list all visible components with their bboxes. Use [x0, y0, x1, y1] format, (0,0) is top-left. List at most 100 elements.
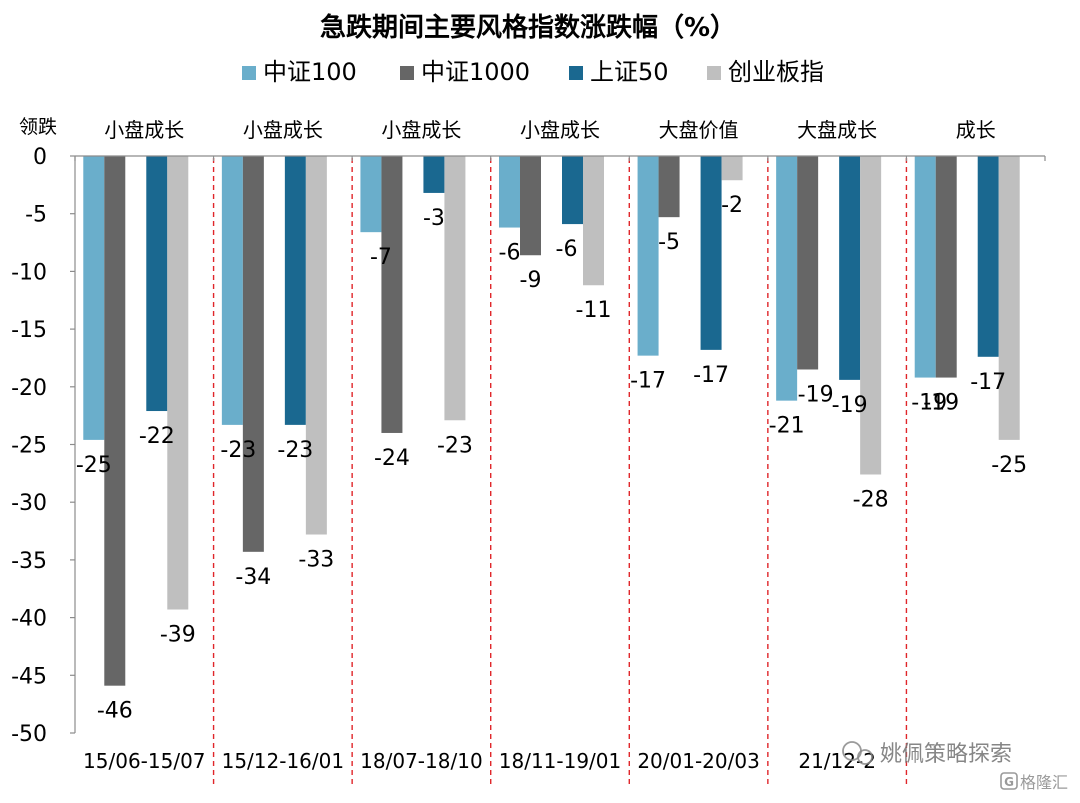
group-leader-label: 成长: [956, 118, 996, 142]
bar: [721, 156, 743, 181]
bar: [83, 156, 105, 440]
data-label: -11: [576, 298, 612, 323]
data-label: -19: [832, 393, 868, 418]
wechat-icon: [842, 741, 873, 765]
data-label: -3: [423, 206, 445, 231]
group-leader-header: 领跌: [19, 116, 57, 138]
bar: [104, 156, 126, 686]
legend-swatch: [242, 66, 256, 80]
x-tick-label: 15/12-16/01: [222, 749, 345, 773]
bar: [284, 156, 306, 425]
legend-label: 中证100: [263, 58, 357, 86]
y-tick-label: -40: [11, 607, 47, 632]
group-separators: [212, 158, 908, 788]
bar: [658, 156, 680, 218]
data-label: -23: [437, 433, 473, 458]
data-label: -6: [499, 241, 521, 266]
x-tick-label: 21/12-2: [798, 749, 876, 773]
bar: [977, 156, 999, 357]
bar: [221, 156, 243, 425]
watermark-account: 姚佩策略探索: [880, 742, 1012, 767]
data-label: -24: [374, 446, 410, 471]
x-tick-label: 18/11-19/01: [499, 749, 622, 773]
x-tick-label: 20/01-20/03: [637, 749, 760, 773]
group-leader-label: 小盘成长: [104, 118, 184, 142]
legend-label: 上证50: [590, 58, 669, 86]
bars: [83, 156, 1020, 686]
watermark-brand: 格隆汇: [1020, 773, 1068, 792]
data-label: -33: [298, 548, 334, 573]
group-leaders: 小盘成长 小盘成长 小盘成长 小盘成长 大盘价值 大盘成长 成长: [104, 118, 995, 142]
bar: [998, 156, 1020, 440]
bar: [797, 156, 819, 370]
legend-swatch: [707, 66, 721, 80]
y-tick-label: -15: [11, 318, 47, 343]
data-label: -25: [76, 453, 112, 478]
data-label: -9: [520, 268, 542, 293]
y-tick-label: -20: [11, 376, 47, 401]
svg-text:G: G: [1004, 775, 1014, 789]
y-tick-label: -35: [11, 549, 47, 574]
data-label: -23: [277, 438, 313, 463]
data-label: -34: [235, 565, 271, 590]
data-label: -19: [911, 391, 947, 416]
bar: [935, 156, 957, 378]
legend: 中证100 中证1000 上证50 创业板指: [242, 58, 824, 86]
bar: [520, 156, 541, 256]
y-tick-label: -45: [11, 664, 47, 689]
watermark: 姚佩策略探索 G 格隆汇: [842, 741, 1068, 792]
legend-swatch: [569, 66, 583, 80]
data-label: -2: [721, 193, 743, 218]
bar: [860, 156, 882, 475]
bar: [360, 156, 382, 233]
data-label: -19: [923, 391, 959, 416]
bar: [776, 156, 798, 401]
y-axis: 0 -5 -10 -15 -20 -25 -30 -35 -40 -45 -50: [11, 145, 76, 747]
data-label: -23: [220, 438, 256, 463]
y-tick-label: -5: [25, 203, 47, 228]
data-label: -5: [658, 230, 680, 255]
group-leader-label: 大盘价值: [659, 118, 739, 142]
y-tick-label: -25: [11, 434, 47, 459]
legend-label: 中证1000: [421, 58, 530, 86]
bar: [305, 156, 327, 535]
brand-logo-icon: G: [1000, 772, 1018, 790]
y-tick-label: -10: [11, 260, 47, 285]
y-tick-label: 0: [33, 145, 47, 170]
bar: [423, 156, 445, 193]
group-leader-label: 小盘成长: [381, 118, 461, 142]
data-label: -6: [556, 237, 578, 262]
x-axis: 15/06-15/07 15/12-16/01 18/07-18/10 18/11-1…: [74, 155, 1046, 773]
bar: [381, 156, 403, 433]
bar: [700, 156, 722, 350]
y-tick-label: -50: [11, 722, 47, 747]
y-tick-label: -30: [11, 491, 47, 516]
group-leader-label: 小盘成长: [243, 118, 323, 142]
group-leader-label: 大盘成长: [797, 118, 877, 142]
bar: [146, 156, 168, 412]
group-leader-label: 小盘成长: [520, 118, 600, 142]
bar: [914, 156, 936, 378]
data-label: -17: [693, 363, 729, 388]
bar: [242, 156, 264, 552]
data-label: -21: [769, 414, 805, 439]
legend-swatch: [400, 66, 414, 80]
data-label: -25: [991, 453, 1027, 478]
chart-title: 急跌期间主要风格指数涨跌幅（%）: [320, 12, 736, 43]
bar: [444, 156, 466, 421]
data-label: -7: [370, 245, 392, 270]
bar: [583, 156, 604, 286]
bar: [839, 156, 861, 380]
x-tick-label: 18/07-18/10: [360, 749, 483, 773]
data-label: -17: [630, 369, 666, 394]
data-label: -46: [97, 699, 133, 724]
data-label: -17: [970, 370, 1006, 395]
x-tick-label: 15/06-15/07: [83, 749, 206, 773]
data-label: -39: [160, 623, 196, 648]
value-labels: -25-23-7 -6-17-21-19-46-34-24-9-5-19 -19-2…: [76, 193, 1027, 723]
data-label: -19: [798, 382, 834, 407]
bar: [562, 156, 583, 225]
bar: [167, 156, 189, 610]
data-label: -28: [853, 488, 889, 513]
